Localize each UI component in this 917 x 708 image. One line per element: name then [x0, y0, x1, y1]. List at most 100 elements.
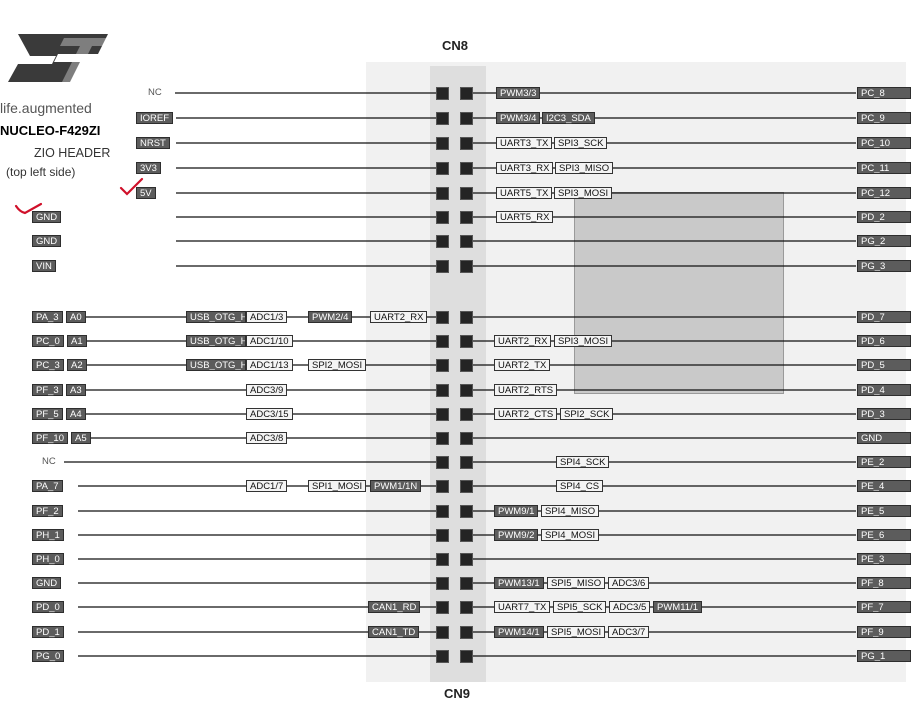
cn9-left-pin-label: A2 [67, 359, 87, 371]
cn9-right-pin-name: PF_7 [857, 601, 911, 613]
header-pin-left [436, 112, 449, 125]
connector-cn9-label: CN9 [444, 686, 471, 701]
cn9-left-pin-label: A3 [66, 384, 86, 396]
cn9-left-pin-label: PF_2 [32, 505, 63, 517]
header-pin-left [436, 480, 449, 493]
cn9-left-pin-label: PH_1 [32, 529, 64, 541]
cn9-left-function-label: ADC3/8 [246, 432, 288, 444]
cn9-right-function-label: PWM14/1 [494, 626, 544, 638]
cn9-right-function-label: PWM9/2 [494, 529, 539, 541]
header-pin-left [436, 187, 449, 200]
header-pin-right [460, 311, 473, 324]
brand-tagline: life.augmented [0, 100, 92, 116]
cn9-right-pin-name: PF_8 [857, 577, 911, 589]
cn8-left-pin-label: NRST [136, 137, 170, 149]
cn9-left-pin-label: NC [42, 456, 56, 467]
header-pin-left [436, 137, 449, 150]
header-pin-right [460, 260, 473, 273]
cn9-left-function-label: PWM2/4 [308, 311, 353, 323]
cn9-left-pin-label: PC_0 [32, 335, 64, 347]
cn9-right-pin-name: GND [857, 432, 911, 444]
cn9-left-function-label: PWM1/1N [370, 480, 422, 492]
cn8-right-pin-name: PC_12 [857, 187, 911, 199]
header-pin-right [460, 505, 473, 518]
header-pin-left [436, 529, 449, 542]
cn9-left-function-label: ADC3/15 [246, 408, 293, 420]
cn9-right-function-label: UART2_CTS [494, 408, 558, 420]
cn9-left-pin-label: PG_0 [32, 650, 65, 662]
cn9-left-pin-label: A5 [71, 432, 91, 444]
header-pin-right [460, 335, 473, 348]
cn9-right-function-label: ADC3/6 [608, 577, 650, 589]
cn9-left-function-label: SPI1_MOSI [308, 480, 367, 492]
header-pin-right [460, 553, 473, 566]
header-pin-right [460, 187, 473, 200]
cn8-right-function-label: UART5_RX [496, 211, 554, 223]
cn9-left-pin-label: PA_7 [32, 480, 63, 492]
cn9-right-pin-name: PD_7 [857, 311, 911, 323]
header-side-note: (top left side) [6, 165, 76, 179]
header-pin-left [436, 432, 449, 445]
cn9-left-pin-label: PC_3 [32, 359, 64, 371]
mcu-chip-image [574, 192, 784, 394]
cn8-left-pin-label: GND [32, 235, 62, 247]
cn9-right-pin-name: PF_9 [857, 626, 911, 638]
cn8-right-pin-name: PG_2 [857, 235, 911, 247]
header-pin-left [436, 650, 449, 663]
header-pin-left [436, 505, 449, 518]
cn9-right-function-label: PWM9/1 [494, 505, 539, 517]
red-checkmark-icon [14, 202, 43, 215]
cn9-left-pin-label: GND [32, 577, 62, 589]
header-pin-right [460, 162, 473, 175]
cn9-right-pin-name: PE_5 [857, 505, 911, 517]
cn8-left-pin-label: NC [148, 87, 162, 98]
header-pin-right [460, 112, 473, 125]
header-pin-right [460, 480, 473, 493]
cn9-right-function-label: ADC3/7 [608, 626, 650, 638]
cn9-left-pin-label: PD_1 [32, 626, 64, 638]
cn9-left-function-label: ADC1/10 [246, 335, 293, 347]
cn9-right-function-label: SPI4_SCK [556, 456, 610, 468]
cn8-right-function-label: PWM3/3 [496, 87, 541, 99]
st-logo-icon [8, 34, 108, 82]
header-pin-left [436, 87, 449, 100]
cn8-right-pin-name: PC_9 [857, 112, 911, 124]
cn9-right-function-label: SPI5_MISO [547, 577, 606, 589]
cn9-right-pin-name: PD_6 [857, 335, 911, 347]
cn8-left-pin-label: GND [32, 211, 62, 223]
cn8-right-function-label: PWM3/4 [496, 112, 541, 124]
header-pin-left [436, 408, 449, 421]
cn9-right-pin-name: PE_4 [857, 480, 911, 492]
header-pin-right [460, 384, 473, 397]
cn8-right-pin-name: PC_8 [857, 87, 911, 99]
cn9-left-function-label: SPI2_MOSI [308, 359, 367, 371]
header-pin-left [436, 553, 449, 566]
cn8-right-pin-name: PD_2 [857, 211, 911, 223]
cn9-right-function-label: UART2_TX [494, 359, 551, 371]
cn9-right-function-label: SPI4_MOSI [541, 529, 600, 541]
cn9-right-function-label: SPI5_MOSI [547, 626, 606, 638]
header-pin-left [436, 335, 449, 348]
cn9-right-function-label: UART7_TX [494, 601, 551, 613]
cn9-right-function-label: SPI2_SCK [560, 408, 614, 420]
cn9-left-function-label: USB_OTG_HS_ULPI_STP [186, 335, 246, 347]
header-pin-right [460, 408, 473, 421]
header-pin-left [436, 384, 449, 397]
header-pin-left [436, 162, 449, 175]
cn9-left-pin-label: A4 [66, 408, 86, 420]
header-pin-left [436, 626, 449, 639]
cn9-left-function-label: USB_OTG_HS_ULPI_NXT [186, 359, 246, 371]
cn9-left-function-label: USB_OTG_HS_ULPI_D0 [186, 311, 246, 323]
cn8-right-function-label: UART3_TX [496, 137, 553, 149]
cn8-right-pin-name: PC_10 [857, 137, 911, 149]
connector-cn8-label: CN8 [442, 38, 469, 53]
cn8-left-pin-label: VIN [32, 260, 56, 272]
header-pin-right [460, 529, 473, 542]
header-pin-right [460, 87, 473, 100]
cn9-left-pin-label: PH_0 [32, 553, 64, 565]
cn8-right-function-label: SPI3_MISO [555, 162, 614, 174]
cn9-right-function-label: PWM11/1 [653, 601, 703, 613]
cn8-right-function-label: SPI3_SCK [554, 137, 608, 149]
cn9-left-pin-label: PF_10 [32, 432, 68, 444]
